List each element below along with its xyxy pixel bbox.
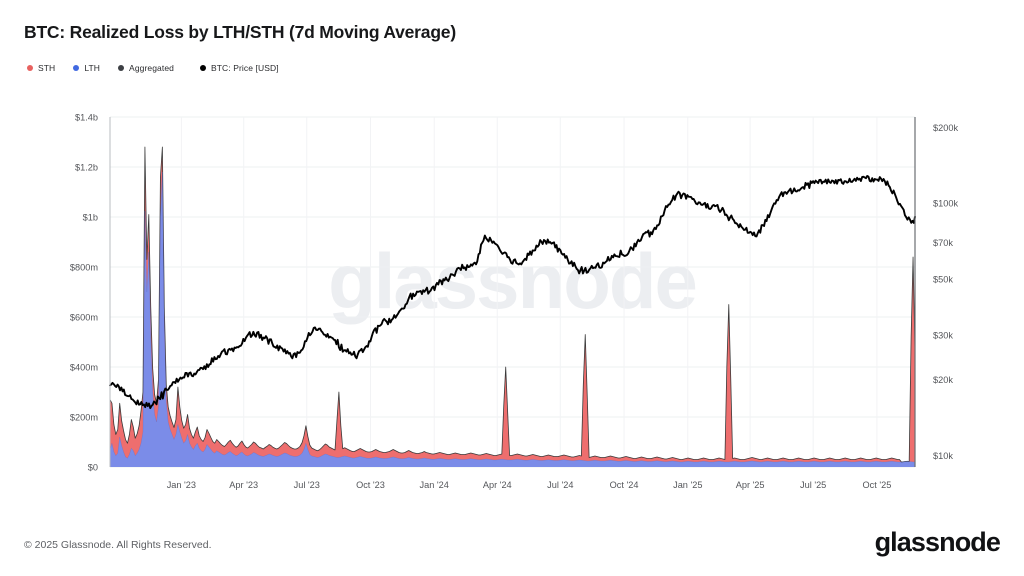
legend-label: Aggregated xyxy=(129,63,174,73)
y-axis-right-tick: $20k xyxy=(933,375,953,385)
y-axis-left-tick: $1.4b xyxy=(75,112,98,122)
x-axis-tick: Apr '25 xyxy=(736,480,765,490)
y-axis-left-tick: $1b xyxy=(83,212,98,222)
legend-label: LTH xyxy=(84,63,101,73)
legend-dot-icon xyxy=(118,65,125,71)
y-axis-right-tick: $50k xyxy=(933,275,953,285)
y-axis-right-labels: $10k $20k $30k $50k $70k $100k $200k xyxy=(933,123,958,461)
page-title: BTC: Realized Loss by LTH/STH (7d Moving… xyxy=(24,22,456,42)
gridlines xyxy=(110,116,915,468)
y-axis-left-tick: $800m xyxy=(70,262,98,272)
legend-label: STH xyxy=(38,63,56,73)
legend-label: BTC: Price [USD] xyxy=(211,63,279,73)
y-axis-left-tick: $400m xyxy=(70,362,98,372)
y-axis-right-tick: $200k xyxy=(933,123,958,133)
y-axis-right-tick: $30k xyxy=(933,331,953,341)
axis-lines xyxy=(109,117,916,467)
x-axis-tick: Oct '24 xyxy=(610,480,639,490)
legend-dot-icon xyxy=(27,65,33,71)
y-axis-left-tick: $1.2b xyxy=(75,162,98,172)
legend-dot-icon xyxy=(200,65,206,71)
x-axis-tick: Jul '23 xyxy=(294,480,320,490)
y-axis-left-tick: $200m xyxy=(70,412,98,422)
y-axis-right-tick: $100k xyxy=(933,199,958,209)
x-axis-labels: Jan '23 Apr '23 Jul '23 Oct '23 Jan '24 Apr '… xyxy=(167,480,892,490)
x-axis-tick: Oct '23 xyxy=(356,480,385,490)
y-axis-left-tick: $600m xyxy=(70,312,98,322)
x-axis-tick: Jul '25 xyxy=(800,480,826,490)
x-axis-tick: Jan '24 xyxy=(420,480,449,490)
y-axis-left-labels: $0 $200m $400m $600m $800m $1b $1.2b $1.4b xyxy=(70,112,98,472)
x-axis-tick: Apr '23 xyxy=(229,480,258,490)
copyright-text: © 2025 Glassnode. All Rights Reserved. xyxy=(24,539,212,551)
y-axis-left-tick: $0 xyxy=(88,462,98,472)
x-axis-tick: Jan '25 xyxy=(673,480,702,490)
legend-item-aggregated[interactable]: Aggregated xyxy=(118,63,174,73)
legend-item-btc-price[interactable]: BTC: Price [USD] xyxy=(200,63,279,73)
legend-item-sth[interactable]: STH xyxy=(27,63,55,73)
legend-item-lth[interactable]: LTH xyxy=(73,63,100,73)
btc-price-line xyxy=(109,175,916,410)
x-axis-tick: Oct '25 xyxy=(862,480,891,490)
stacked-areas xyxy=(109,146,916,467)
x-axis-tick: Jul '24 xyxy=(547,480,573,490)
chart-legend: STH LTH Aggregated BTC: Price [USD] xyxy=(27,63,279,73)
x-axis-tick: Apr '24 xyxy=(483,480,512,490)
y-axis-right-tick: $10k xyxy=(933,451,953,461)
x-axis-tick: Jan '23 xyxy=(167,480,196,490)
glassnode-logo: glassnode xyxy=(874,527,1001,557)
legend-dot-icon xyxy=(73,65,80,71)
y-axis-right-tick: $70k xyxy=(933,238,953,248)
